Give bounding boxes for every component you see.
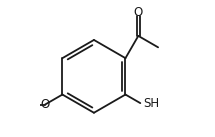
Text: O: O: [40, 98, 50, 111]
Text: SH: SH: [143, 97, 159, 110]
Text: O: O: [134, 6, 143, 19]
